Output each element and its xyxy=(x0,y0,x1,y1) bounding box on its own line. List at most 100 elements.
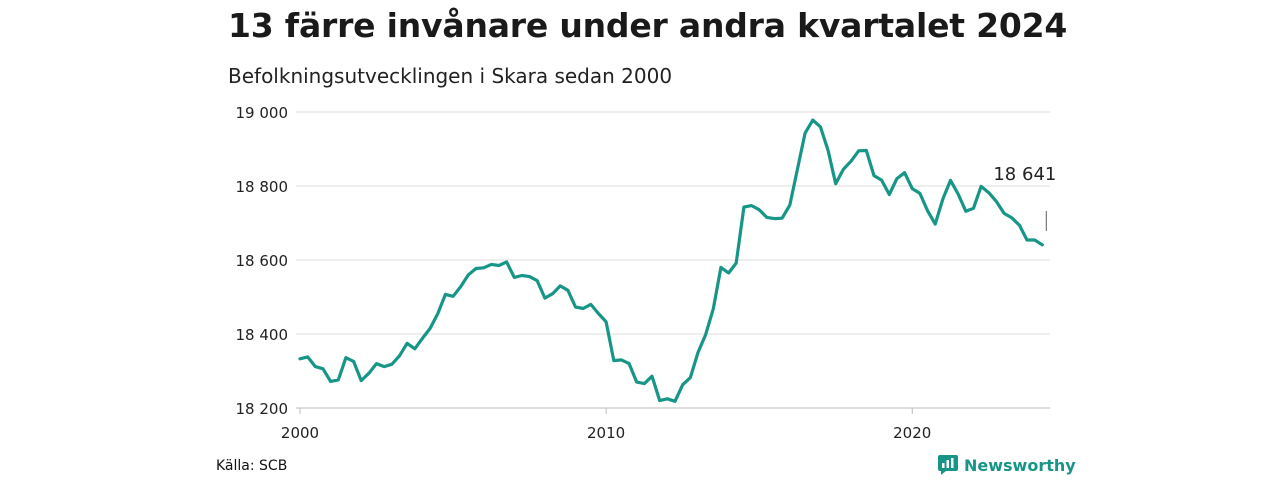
data-point xyxy=(689,376,692,379)
data-point xyxy=(1010,216,1013,219)
data-point xyxy=(696,351,699,354)
data-point xyxy=(849,160,852,163)
data-point xyxy=(398,354,401,357)
x-tick-label: 2000 xyxy=(281,424,319,442)
annotation-label: 18 641 xyxy=(993,164,1056,185)
data-point xyxy=(474,267,477,270)
data-point xyxy=(360,379,363,382)
data-point xyxy=(635,381,638,384)
data-point xyxy=(811,119,814,122)
data-point xyxy=(673,400,676,403)
data-point xyxy=(337,378,340,381)
data-point xyxy=(964,210,967,213)
data-point xyxy=(628,362,631,365)
data-point xyxy=(528,275,531,278)
series-line xyxy=(298,118,1044,403)
data-point xyxy=(719,266,722,269)
y-tick-label: 18 200 xyxy=(236,400,289,418)
data-point xyxy=(352,360,355,363)
data-point xyxy=(429,327,432,330)
data-point xyxy=(344,356,347,359)
data-point xyxy=(1018,224,1021,227)
x-tick-label: 2010 xyxy=(587,424,625,442)
data-point xyxy=(872,174,875,177)
data-point xyxy=(681,383,684,386)
data-point xyxy=(773,217,776,220)
y-tick-label: 18 800 xyxy=(236,178,289,196)
data-point xyxy=(704,333,707,336)
data-point xyxy=(482,266,485,269)
data-point xyxy=(788,204,791,207)
data-point xyxy=(543,297,546,300)
data-point xyxy=(980,185,983,188)
data-point xyxy=(658,399,661,402)
data-point xyxy=(421,337,424,340)
data-point xyxy=(1003,212,1006,215)
data-point xyxy=(865,149,868,152)
data-point xyxy=(321,367,324,370)
data-point xyxy=(903,171,906,174)
y-tick-label: 19 000 xyxy=(236,104,289,122)
data-point xyxy=(582,307,585,310)
data-point xyxy=(1025,238,1028,241)
data-point xyxy=(735,261,738,264)
data-point xyxy=(712,307,715,310)
data-point xyxy=(834,182,837,185)
data-point xyxy=(949,179,952,182)
data-point xyxy=(781,217,784,220)
data-point xyxy=(727,271,730,274)
newsworthy-logo-icon xyxy=(938,455,958,475)
data-point xyxy=(597,312,600,315)
data-point xyxy=(452,295,455,298)
data-point xyxy=(1041,243,1044,246)
chart-subtitle: Befolkningsutvecklingen i Skara sedan 20… xyxy=(228,64,673,88)
data-point xyxy=(643,382,646,385)
data-point xyxy=(666,397,669,400)
data-point xyxy=(436,312,439,315)
data-point xyxy=(467,273,470,276)
data-point xyxy=(972,207,975,210)
data-point xyxy=(650,375,653,378)
data-point xyxy=(589,303,592,306)
data-point xyxy=(911,187,914,190)
source-label: Källa: SCB xyxy=(216,458,288,474)
data-point xyxy=(605,320,608,323)
data-point xyxy=(934,223,937,226)
data-point xyxy=(367,372,370,375)
data-point xyxy=(566,289,569,292)
data-point xyxy=(1033,238,1036,241)
data-point xyxy=(513,276,516,279)
data-point xyxy=(444,293,447,296)
data-point xyxy=(406,342,409,345)
data-point xyxy=(390,363,393,366)
data-point xyxy=(957,193,960,196)
y-tick-label: 18 400 xyxy=(236,326,289,344)
data-point xyxy=(612,359,615,362)
data-point xyxy=(298,357,301,360)
data-point xyxy=(742,206,745,209)
data-point xyxy=(375,362,378,365)
data-point xyxy=(758,208,761,211)
data-point xyxy=(306,355,309,358)
data-point xyxy=(819,125,822,128)
data-point xyxy=(926,209,929,212)
data-point xyxy=(796,168,799,171)
data-point xyxy=(987,191,990,194)
brand-name: Newsworthy xyxy=(964,455,1076,475)
data-point xyxy=(765,216,768,219)
data-point xyxy=(827,149,830,152)
data-point xyxy=(383,365,386,368)
data-point xyxy=(620,358,623,361)
data-point xyxy=(329,380,332,383)
data-point xyxy=(750,204,753,207)
data-point xyxy=(536,279,539,282)
data-point xyxy=(804,132,807,135)
chart-title: 13 färre invånare under andra kvartalet … xyxy=(228,6,1068,45)
data-point xyxy=(895,177,898,180)
data-point xyxy=(490,263,493,266)
data-point xyxy=(995,200,998,203)
data-point xyxy=(574,305,577,308)
data-point xyxy=(459,285,462,288)
data-point xyxy=(505,260,508,263)
